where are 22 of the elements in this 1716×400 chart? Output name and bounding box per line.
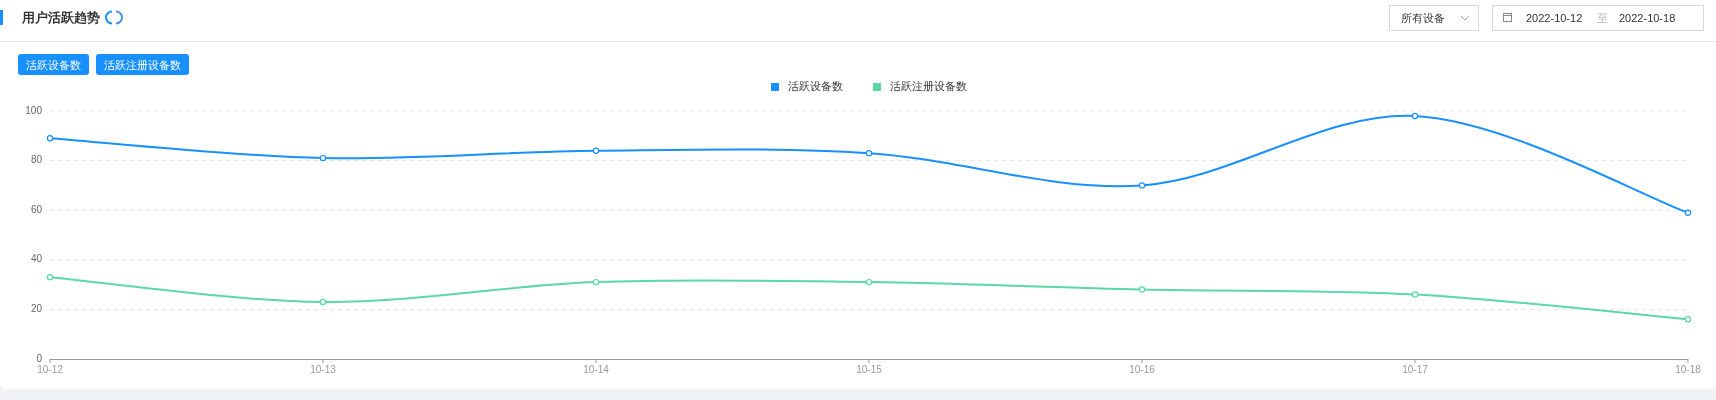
y-tick-label: 80: [30, 154, 43, 166]
x-tick-label: 10-15: [856, 364, 883, 375]
legend-label: 活跃设备数: [788, 79, 843, 92]
text: 2022-10-12: [1526, 12, 1583, 24]
y-tick-label: 40: [30, 253, 43, 265]
legend-label: 活跃注册设备数: [890, 79, 967, 92]
x-tick-label: 10-12: [37, 364, 64, 375]
y-tick-label: 100: [25, 104, 43, 116]
text: 活跃设备数: [26, 58, 81, 71]
x-tick-label: 10-13: [310, 364, 337, 375]
x-tick-label: 10-17: [1402, 364, 1429, 375]
text: 至: [1597, 12, 1608, 24]
x-tick-label: 10-18: [1675, 364, 1702, 375]
text: 所有设备: [1401, 12, 1445, 24]
x-tick-label: 10-16: [1129, 364, 1156, 375]
text: 活跃注册设备数: [104, 58, 181, 71]
text: 2022-10-18: [1619, 12, 1676, 24]
y-tick-label: 60: [30, 203, 43, 215]
chart-title: 用户活跃趋势: [21, 10, 100, 25]
y-tick-label: 20: [30, 303, 43, 315]
y-tick-label: 0: [36, 352, 43, 364]
x-tick-label: 10-14: [583, 364, 610, 375]
